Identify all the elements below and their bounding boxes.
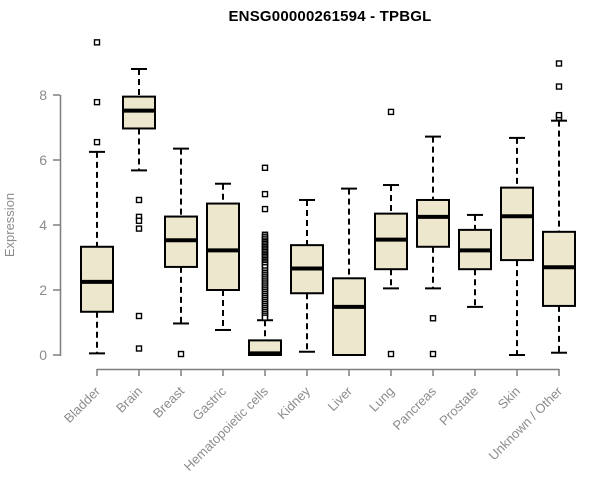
outlier-point [261,314,269,321]
x-category-label: Gastric [189,383,229,423]
x-category-label: Lung [366,384,397,415]
boxplot-brain [122,68,156,352]
x-category-label: Brain [113,384,145,416]
boxplot-skin [500,136,534,356]
iqr-box [416,198,450,248]
x-category-label: Breast [150,383,187,420]
boxplot-gastric [206,182,240,331]
x-category-label: Skin [495,384,523,412]
outlier-point [429,350,437,358]
iqr-box [80,245,114,313]
outlier-point [135,312,143,320]
outlier-point [261,190,269,198]
iqr-box [500,186,534,262]
chart-title: ENSG00000261594 - TPBGL [228,8,432,25]
outlier-point [555,60,563,67]
outlier-point [135,345,143,352]
y-tick-label: 4 [39,217,47,233]
outlier-point [135,217,143,224]
x-category-label: Pancreas [390,383,440,433]
outlier-point [93,39,101,46]
boxplot-unknown-other [542,60,576,354]
iqr-box [332,277,366,356]
x-category-label: Prostate [436,384,481,429]
outlier-point [429,315,437,322]
boxplot-lung [374,108,408,358]
outlier-point [555,111,563,119]
outlier-point [387,108,395,116]
x-category-label: Liver [325,383,356,414]
y-axis-title: Expression [2,193,17,257]
outlier-point [261,164,269,172]
x-category-label: Bladder [61,383,104,426]
outlier-point [93,98,101,106]
boxplot-liver [332,187,366,356]
boxplot-breast [164,147,198,358]
outlier-point [93,138,101,146]
boxplot-prostate [458,213,492,308]
outlier-point [261,205,269,213]
x-category-label: Unknown / Other [486,383,566,463]
outlier-point [387,350,395,358]
y-tick-label: 0 [39,347,47,363]
outlier-point [135,225,143,232]
y-tick-label: 2 [39,282,47,298]
boxplot-bladder [80,39,114,355]
outlier-point [555,83,563,90]
x-category-label: Kidney [274,383,313,422]
boxplot-kidney [290,198,324,353]
y-tick-label: 6 [39,152,47,168]
boxplot-pancreas [416,135,450,358]
iqr-box [206,202,240,291]
outlier-point [177,350,185,358]
boxplot-hematopoietic-cells [248,164,282,356]
outlier-point [135,196,143,204]
y-tick-label: 8 [39,87,47,103]
